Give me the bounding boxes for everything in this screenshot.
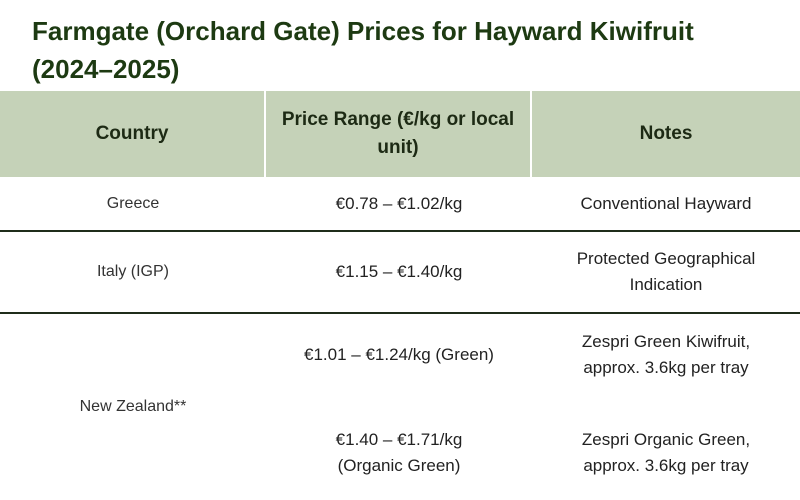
price-table: Country Price Range (€/kg or local unit)… [0, 91, 800, 499]
header-country: Country [0, 91, 266, 177]
notes-cell: Zespri Green Kiwifruit, approx. 3.6kg pe… [581, 332, 751, 377]
notes-cell: Protected Geographical Indication [576, 249, 756, 294]
price-cell: €1.15 – €1.40/kg [335, 262, 463, 281]
header-price-range: Price Range (€/kg or local unit) [266, 91, 532, 177]
country-cell: Greece [106, 194, 160, 212]
price-cell: €1.40 – €1.71/kg (Organic Green) [335, 430, 463, 475]
table-row: Italy (IGP) €1.15 – €1.40/kg Protected G… [0, 230, 800, 312]
country-cell: Italy (IGP) [96, 263, 169, 280]
price-cell: €0.78 – €1.02/kg [335, 193, 463, 213]
notes-cell: Zespri Organic Green, approx. 3.6kg per … [581, 430, 751, 475]
price-cell-group: €1.01 – €1.24/kg (Green) €1.40 – €1.71/k… [266, 314, 532, 499]
header-notes: Notes [532, 91, 800, 177]
table-row: Greece €0.78 – €1.02/kg Conventional Hay… [0, 177, 800, 230]
notes-cell-group: Zespri Green Kiwifruit, approx. 3.6kg pe… [532, 314, 800, 499]
price-cell: €1.01 – €1.24/kg (Green) [304, 345, 494, 364]
table-row: New Zealand** €1.01 – €1.24/kg (Green) €… [0, 312, 800, 499]
page-title: Farmgate (Orchard Gate) Prices for Haywa… [32, 16, 694, 84]
country-cell: New Zealand** [79, 397, 187, 415]
table-header-row: Country Price Range (€/kg or local unit)… [0, 91, 800, 177]
notes-cell: Conventional Hayward [580, 193, 752, 213]
